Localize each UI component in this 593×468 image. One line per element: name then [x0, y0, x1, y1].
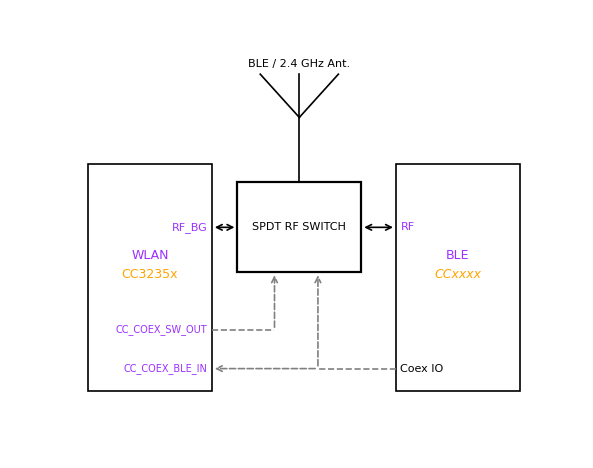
Text: Coex IO: Coex IO — [400, 364, 444, 373]
Bar — [237, 183, 361, 272]
Text: SPDT RF SWITCH: SPDT RF SWITCH — [253, 222, 346, 232]
Text: CC3235x: CC3235x — [122, 269, 178, 281]
Text: CC_COEX_SW_OUT: CC_COEX_SW_OUT — [116, 324, 208, 336]
Text: RF: RF — [400, 222, 415, 232]
Text: BLE: BLE — [446, 249, 470, 262]
Text: CCxxxx: CCxxxx — [434, 269, 482, 281]
Text: RF_BG: RF_BG — [171, 222, 208, 233]
Text: CC_COEX_BLE_IN: CC_COEX_BLE_IN — [123, 363, 208, 374]
Bar — [88, 164, 212, 391]
Text: BLE / 2.4 GHz Ant.: BLE / 2.4 GHz Ant. — [248, 59, 350, 69]
Text: WLAN: WLAN — [131, 249, 168, 262]
Bar — [396, 164, 520, 391]
